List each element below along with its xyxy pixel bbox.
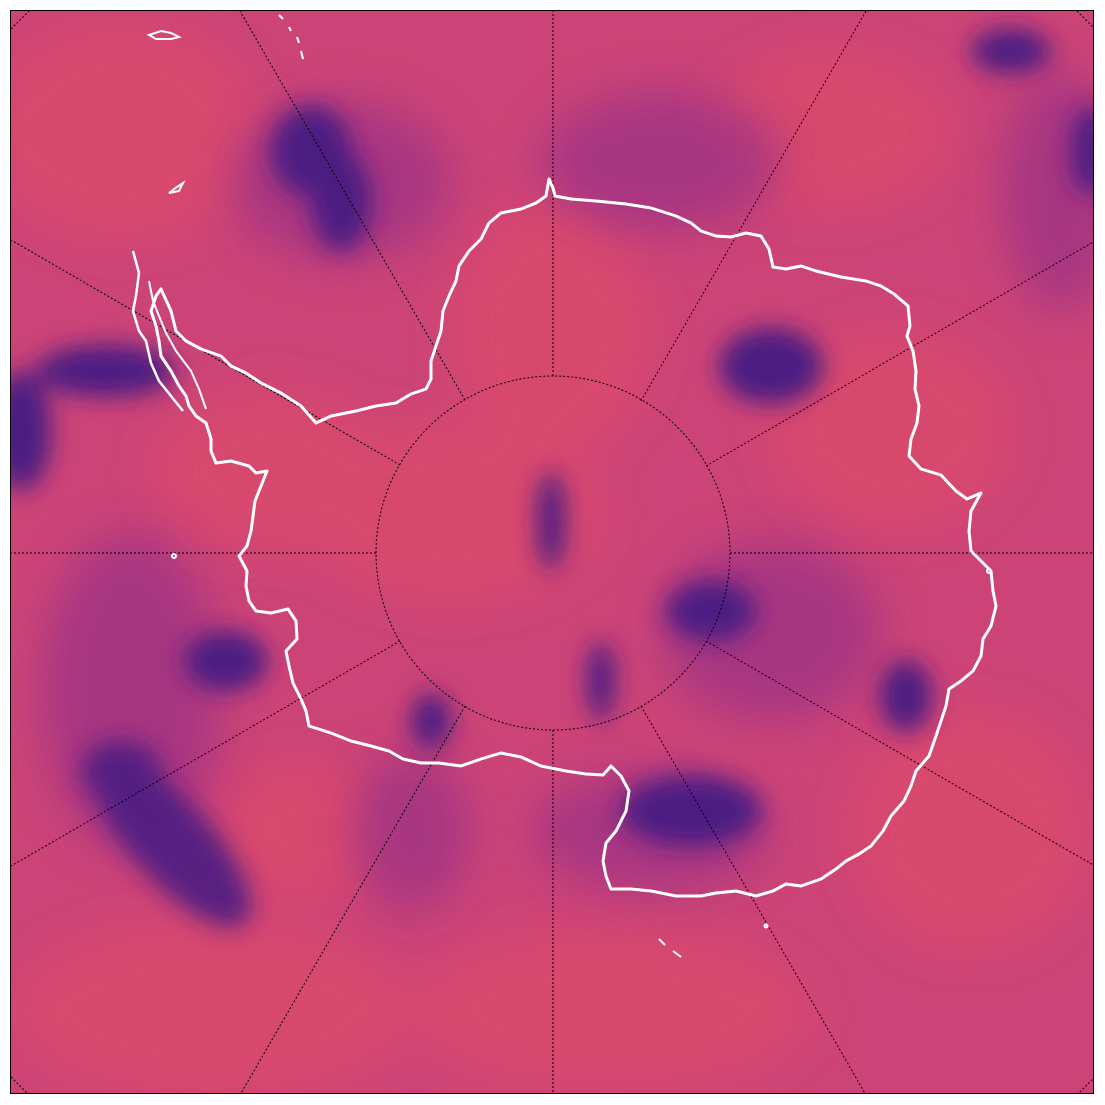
meridian-300 <box>11 239 401 466</box>
meridian-210 <box>240 705 466 1093</box>
island-dot-bottom <box>763 923 769 929</box>
island-bottom-1 <box>658 938 682 958</box>
parallel-80s <box>375 375 731 731</box>
meridian-150 <box>640 705 866 1093</box>
island-small-left <box>168 180 186 194</box>
graticule <box>11 11 1093 1093</box>
meridian-240 <box>11 640 401 867</box>
antarctica-coastline <box>149 177 998 898</box>
field-dark-band <box>81 741 251 928</box>
island-dot-right <box>986 568 992 574</box>
peninsula-west-edge <box>148 280 207 410</box>
islands <box>146 14 992 958</box>
antarctic-peninsula-tip <box>131 250 184 412</box>
field-dark-regions <box>11 29 1093 846</box>
island-dot-left <box>171 553 177 559</box>
map-canvas <box>11 11 1093 1093</box>
meridian-330 <box>239 11 466 401</box>
corner-line-tl <box>11 11 30 30</box>
field-warm-regions <box>11 21 1091 1093</box>
corner-line-br <box>1078 1078 1093 1093</box>
coastline <box>131 177 998 898</box>
island-top-left <box>146 29 182 40</box>
meridian-60 <box>705 241 1093 467</box>
corner-line-bl <box>11 1076 28 1093</box>
meridian-30 <box>640 11 867 402</box>
map-frame <box>10 10 1094 1094</box>
island-chain-top <box>278 14 304 60</box>
meridian-120 <box>705 640 1093 866</box>
corner-line-tr <box>1076 11 1093 28</box>
